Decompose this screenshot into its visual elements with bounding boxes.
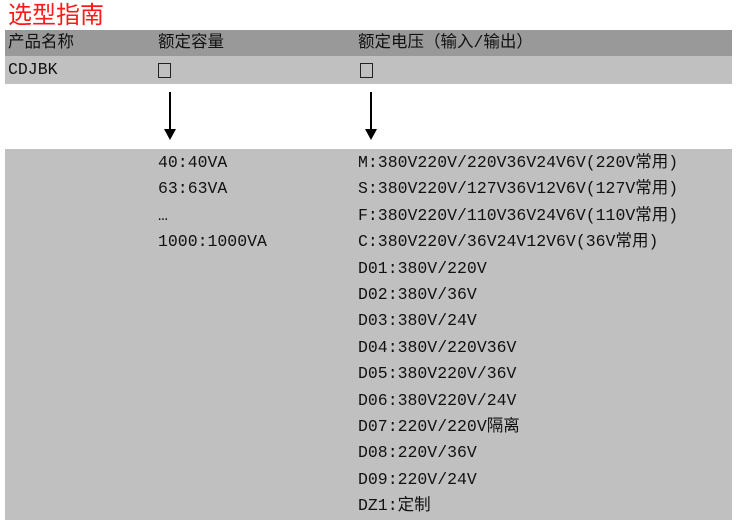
arrow-down-icon xyxy=(365,92,377,140)
voltage-list: M:380V220V/220V36V24V6V(220V常用) S:380V22… xyxy=(358,150,678,519)
voltage-item: C:380V220V/36V24V12V6V(36V常用) xyxy=(358,232,659,252)
header-rated-voltage: 额定电压（输入/输出） xyxy=(358,33,533,52)
voltage-item: D06:380V220V/24V xyxy=(358,390,517,410)
voltage-item: D04:380V/220V36V xyxy=(358,337,517,357)
capacity-item: 1000:1000VA xyxy=(158,232,267,252)
capacity-item: 40:40VA xyxy=(158,153,228,172)
options-block xyxy=(5,149,732,520)
voltage-item: DZ1:定制 xyxy=(358,496,431,516)
product-name: CDJBK xyxy=(8,60,58,79)
voltage-item: D01:380V/220V xyxy=(358,258,487,278)
voltage-item: S:380V220V/127V36V12V6V(127V常用) xyxy=(358,179,679,199)
capacity-list: 40:40VA 63:63VA … 1000:1000VA xyxy=(158,150,267,256)
header-product-name: 产品名称 xyxy=(8,33,74,52)
capacity-item: 63:63VA xyxy=(158,179,228,199)
voltage-item: D09:220V/24V xyxy=(358,469,477,489)
voltage-placeholder-box xyxy=(360,57,373,87)
product-row: CDJBK xyxy=(5,56,732,84)
voltage-item: D08:220V/36V xyxy=(358,443,477,463)
voltage-item: D05:380V220V/36V xyxy=(358,364,517,384)
voltage-item: M:380V220V/220V36V24V6V(220V常用) xyxy=(358,153,679,172)
arrow-down-icon xyxy=(164,92,176,140)
voltage-item: D03:380V/24V xyxy=(358,311,477,331)
header-rated-capacity: 额定容量 xyxy=(158,33,224,52)
capacity-placeholder-box xyxy=(158,57,171,87)
page-title: 选型指南 xyxy=(8,1,104,29)
capacity-item: … xyxy=(158,205,168,225)
table-header: 产品名称 额定容量 额定电压（输入/输出） xyxy=(5,30,732,56)
voltage-item: F:380V220V/110V36V24V6V(110V常用) xyxy=(358,205,679,225)
voltage-item: D02:380V/36V xyxy=(358,284,477,304)
voltage-item: D07:220V/220V隔离 xyxy=(358,416,520,436)
